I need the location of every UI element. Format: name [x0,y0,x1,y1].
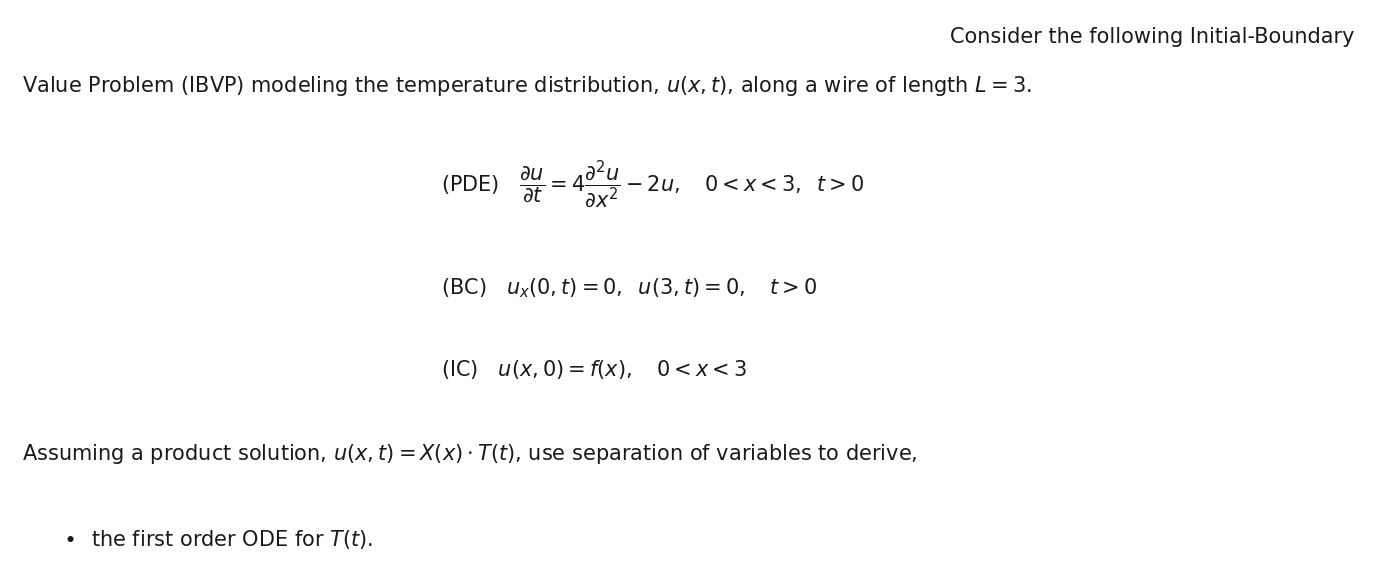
Text: the first order ODE for $T(t)$.: the first order ODE for $T(t)$. [91,528,373,552]
Text: Assuming a product solution, $u(x, t) = X(x) \cdot T(t)$, use separation of vari: Assuming a product solution, $u(x, t) = … [22,442,917,466]
Text: (PDE)   $\dfrac{\partial u}{\partial t} = 4\dfrac{\partial^2 u}{\partial x^2} - : (PDE) $\dfrac{\partial u}{\partial t} = … [441,158,865,210]
Text: (IC)   $u(x, 0) = f(x), \quad 0 < x < 3$: (IC) $u(x, 0) = f(x), \quad 0 < x < 3$ [441,358,748,381]
Text: Value Problem (IBVP) modeling the temperature distribution, $u(x, t)$, along a w: Value Problem (IBVP) modeling the temper… [22,74,1031,98]
Text: (BC)   $u_x(0, t) = 0, \;\; u(3, t) = 0, \quad t > 0$: (BC) $u_x(0, t) = 0, \;\; u(3, t) = 0, \… [441,276,818,300]
Text: Consider the following Initial-Boundary: Consider the following Initial-Boundary [950,27,1355,48]
Text: $\bullet$: $\bullet$ [63,528,74,548]
